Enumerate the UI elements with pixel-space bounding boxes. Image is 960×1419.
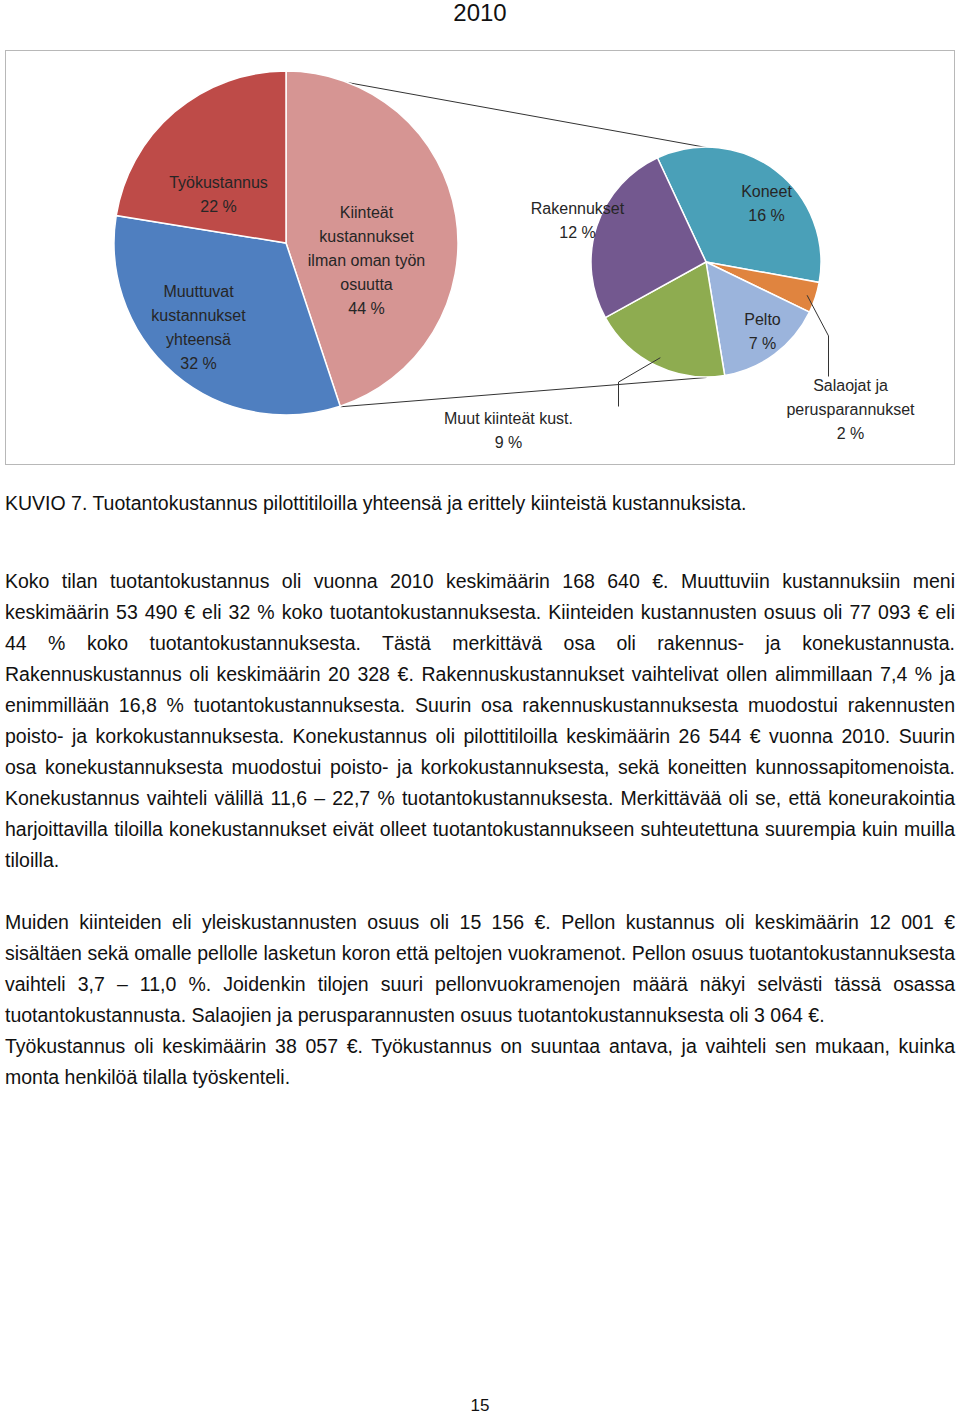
html-text:Työkustannus oli keskimäärin 3: Työkustannus oli keskimäärin 38 057 €. T… — [5, 1035, 955, 1088]
html-text:KUVIO 7. Tuotantokustannus pil: KUVIO 7. Tuotantokustannus pilottitiloil… — [5, 492, 747, 514]
html-text:2010: 2010 — [453, 0, 507, 26]
svg-text:Pelto7 %: Pelto7 % — [744, 311, 781, 352]
svg-text:Salaojat japerusparannukset2 %: Salaojat japerusparannukset2 % — [786, 377, 915, 442]
svg-text:Rakennukset12 %: Rakennukset12 % — [531, 200, 625, 241]
html-text:Koko tilan tuotantokustannus o: Koko tilan tuotantokustannus oli vuonna … — [5, 570, 955, 871]
html-text:15: 15 — [470, 1396, 490, 1415]
html-text:Muiden kiinteiden eli yleiskus: Muiden kiinteiden eli yleiskustannusten … — [5, 911, 955, 1026]
svg-text:Koneet16 %: Koneet16 % — [741, 183, 792, 224]
svg-text:Kiinteätkustannuksetilman oman: Kiinteätkustannuksetilman oman työnosuut… — [308, 204, 425, 317]
svg-text:Muuttuvatkustannuksetyhteensä3: Muuttuvatkustannuksetyhteensä32 % — [151, 283, 246, 372]
svg-text:Muut kiinteät kust.9 %: Muut kiinteät kust.9 % — [444, 410, 573, 451]
svg-text:Työkustannus22 %: Työkustannus22 % — [169, 174, 268, 215]
